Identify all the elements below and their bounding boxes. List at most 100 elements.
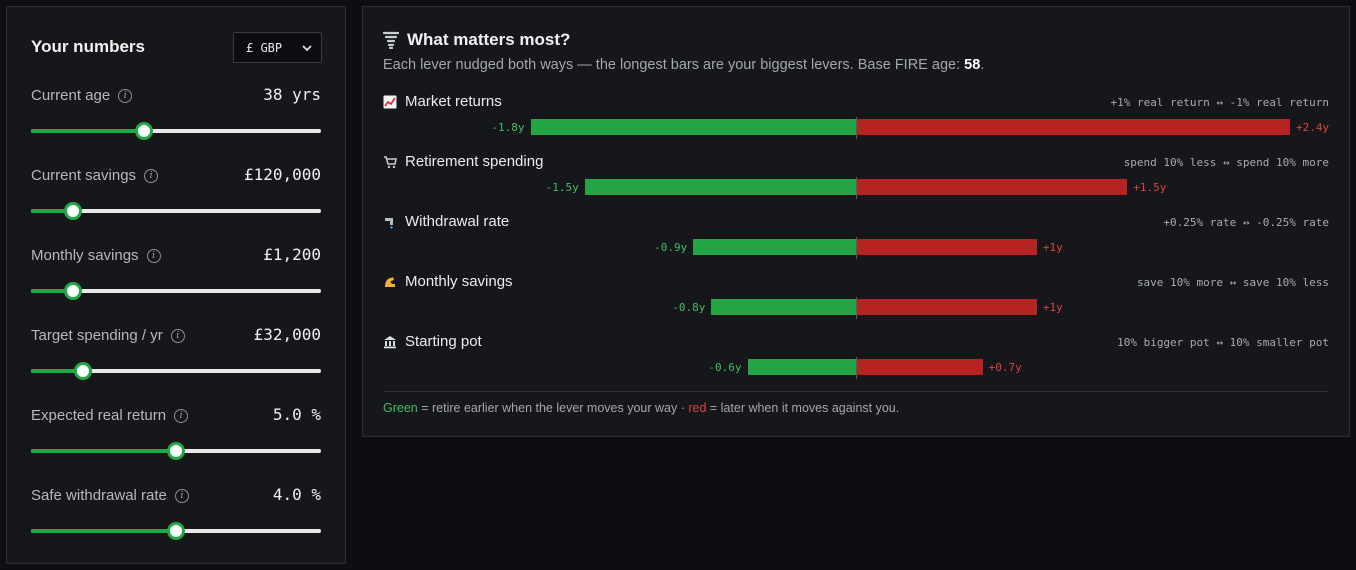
slider-fill	[31, 369, 84, 373]
lever-name: Monthly savings	[383, 273, 513, 290]
slider-track[interactable]	[31, 289, 321, 293]
info-icon[interactable]: i	[170, 328, 185, 343]
slider-thumb[interactable]	[64, 282, 83, 300]
bar-positive	[856, 359, 983, 375]
tornado-icon	[383, 31, 399, 49]
legend-red: red	[688, 401, 707, 415]
cart-icon	[384, 155, 397, 168]
bar-positive	[856, 119, 1290, 135]
bar-positive	[856, 239, 1037, 255]
field-label: Safe withdrawal rate i	[31, 487, 189, 504]
currency-select-value: £ GBP	[246, 40, 283, 55]
lever-name: Retirement spending	[383, 153, 543, 170]
sensitivity-subtitle: Each lever nudged both ways — the longes…	[383, 57, 985, 73]
sensitivity-title-text: What matters most?	[407, 30, 571, 49]
field-slider[interactable]	[31, 442, 321, 460]
field-value: 38 yrs	[263, 85, 321, 104]
bar-negative	[530, 119, 856, 135]
bar-negative	[711, 299, 856, 315]
slider-fill	[31, 129, 145, 133]
zero-axis	[856, 117, 857, 139]
field-label: Current savings i	[31, 167, 159, 184]
field-2: Monthly savings i £1,200	[31, 245, 321, 307]
bar-label-positive: +1y	[1042, 301, 1063, 314]
field-value: £32,000	[253, 325, 321, 344]
slider-thumb[interactable]	[74, 362, 93, 380]
lever-description: +0.25% rate ↔ -0.25% rate	[1163, 216, 1329, 229]
field-label: Target spending / yr i	[31, 327, 185, 344]
chevron-down-icon	[302, 45, 312, 52]
lever-description: 10% bigger pot ↔ 10% smaller pot	[1117, 336, 1329, 349]
bar-positive	[856, 179, 1128, 195]
legend: Green = retire earlier when the lever mo…	[383, 401, 900, 415]
bar-positive	[856, 299, 1037, 315]
bar-label-positive: +1y	[1042, 241, 1063, 254]
slider-track[interactable]	[31, 129, 321, 133]
field-1: Current savings i £120,000	[31, 165, 321, 227]
zero-axis	[856, 177, 857, 199]
bar-label-positive: +0.7y	[988, 361, 1022, 374]
bar-label-negative: -0.6y	[708, 361, 742, 374]
field-value: 4.0 %	[272, 485, 321, 504]
field-value: 5.0 %	[272, 405, 321, 424]
info-icon[interactable]: i	[174, 488, 189, 503]
slider-fill	[31, 529, 176, 533]
bar-label-negative: -0.9y	[654, 241, 688, 254]
bar-label-negative: -1.8y	[491, 121, 525, 134]
bar-label-negative: -1.5y	[545, 181, 579, 194]
legend-green: Green	[383, 401, 418, 415]
field-label: Current age i	[31, 87, 133, 104]
bank-icon	[384, 335, 396, 348]
bar-negative	[584, 179, 856, 195]
slider-thumb[interactable]	[167, 522, 185, 540]
sensitivity-panel: What matters most? Each lever nudged bot…	[362, 6, 1350, 437]
slider-track[interactable]	[31, 369, 321, 373]
zero-axis	[856, 297, 857, 319]
field-0: Current age i 38 yrs	[31, 85, 321, 147]
lever-name: Market returns	[383, 93, 502, 110]
bar-label-negative: -0.8y	[672, 301, 706, 314]
sensitivity-title: What matters most?	[383, 30, 570, 50]
field-slider[interactable]	[31, 522, 321, 540]
lever-row: Monthly savings save 10% more ↔ save 10% …	[383, 273, 1329, 323]
slider-fill	[31, 289, 74, 293]
field-slider[interactable]	[31, 122, 321, 140]
slider-thumb[interactable]	[167, 442, 185, 460]
lever-row: Withdrawal rate +0.25% rate ↔ -0.25% rate…	[383, 213, 1329, 263]
slider-thumb[interactable]	[64, 202, 83, 220]
field-value: £1,200	[263, 245, 321, 264]
lever-row: Starting pot 10% bigger pot ↔ 10% smaller…	[383, 333, 1329, 383]
lever-description: +1% real return ↔ -1% real return	[1110, 96, 1329, 109]
bar-label-positive: +1.5y	[1133, 181, 1167, 194]
field-3: Target spending / yr i £32,000	[31, 325, 321, 387]
bar-negative	[747, 359, 856, 375]
bar-negative	[693, 239, 856, 255]
lever-row: Market returns +1% real return ↔ -1% real…	[383, 93, 1329, 143]
info-icon[interactable]: i	[146, 248, 161, 263]
lever-description: spend 10% less ↔ spend 10% more	[1123, 156, 1329, 169]
field-label: Expected real return i	[31, 407, 189, 424]
field-slider[interactable]	[31, 282, 321, 300]
flexed-arm-icon	[385, 276, 395, 287]
field-slider[interactable]	[31, 202, 321, 220]
field-slider[interactable]	[31, 362, 321, 380]
faucet-icon	[385, 217, 393, 229]
field-4: Expected real return i 5.0 %	[31, 405, 321, 467]
lever-description: save 10% more ↔ save 10% less	[1136, 276, 1329, 289]
bar-label-positive: +2.4y	[1296, 121, 1330, 134]
field-value: £120,000	[243, 165, 321, 184]
info-icon[interactable]: i	[174, 408, 189, 423]
field-5: Safe withdrawal rate i 4.0 %	[31, 485, 321, 547]
info-icon[interactable]: i	[144, 168, 159, 183]
lever-name: Starting pot	[383, 333, 482, 350]
currency-select[interactable]: £ GBP	[233, 32, 322, 63]
inputs-panel: Your numbers £ GBP Current age i 38 yrs Cur…	[6, 6, 346, 564]
lever-name: Withdrawal rate	[383, 213, 509, 230]
lever-row: Retirement spending spend 10% less ↔ spen…	[383, 153, 1329, 203]
info-icon[interactable]: i	[118, 88, 133, 103]
slider-thumb[interactable]	[135, 122, 154, 140]
slider-track[interactable]	[31, 209, 321, 213]
zero-axis	[856, 357, 857, 379]
chart-up-icon	[383, 95, 397, 108]
base-fire-age: 58	[964, 57, 981, 73]
